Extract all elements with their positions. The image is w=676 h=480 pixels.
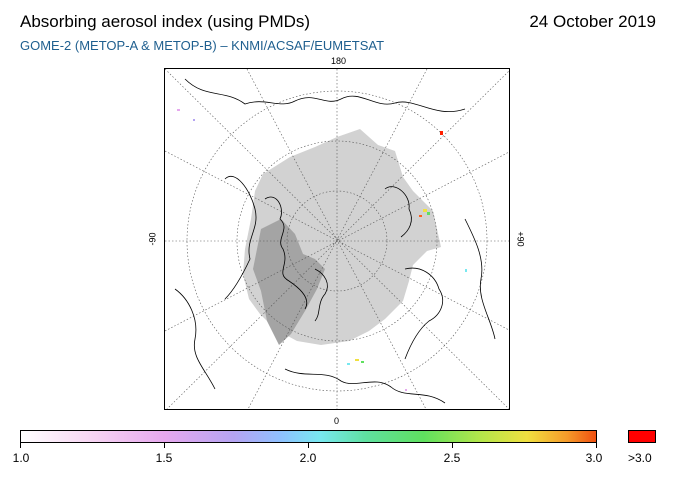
map-subtitle: GOME-2 (METOP-A & METOP-B) – KNMI/ACSAF/… — [20, 38, 385, 53]
aerosol-pixels — [177, 109, 467, 391]
colorbar-tick-label: 3.0 — [585, 451, 603, 465]
colorbar-tick — [452, 443, 453, 448]
polar-map — [164, 68, 510, 410]
map-title: Absorbing aerosol index (using PMDs) — [20, 12, 311, 31]
coastlines — [174, 78, 496, 404]
colorbar-overflow-label: >3.0 — [628, 451, 652, 465]
colorbar-tick-label: 1.0 — [12, 451, 30, 465]
lon-label-0: 0 — [334, 416, 340, 426]
colorbar-tick — [20, 443, 21, 448]
polar-map-svg — [165, 69, 509, 409]
lon-label-minus-90: -90 — [147, 232, 158, 246]
map-date: 24 October 2019 — [529, 12, 656, 31]
colorbar-tick — [164, 443, 165, 448]
colorbar-tick — [308, 443, 309, 448]
colorbar-tick-label: 2.0 — [299, 451, 317, 465]
colorbar-tick-label: 2.5 — [443, 451, 461, 465]
lon-label-plus-90: +90 — [515, 231, 526, 247]
lon-label-180: 180 — [331, 56, 347, 66]
colorbar-overflow-box — [628, 430, 656, 443]
colorbar-tick-label: 1.5 — [155, 451, 173, 465]
colorbar — [20, 430, 597, 443]
colorbar-tick — [596, 443, 597, 448]
no-data-region-dark — [253, 219, 325, 345]
graticule — [165, 69, 509, 409]
